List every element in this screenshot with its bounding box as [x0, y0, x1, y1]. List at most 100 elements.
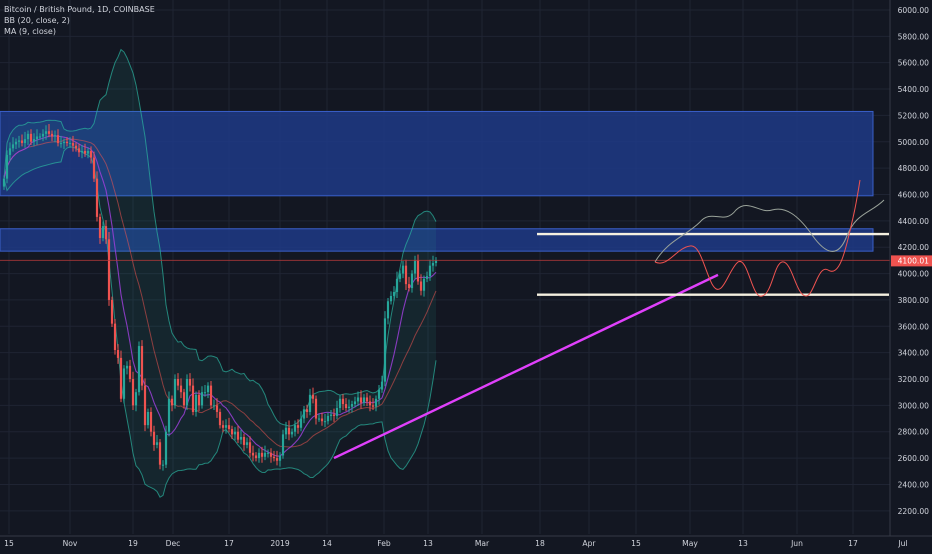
candle-body: [410, 273, 414, 289]
candle: [293, 420, 297, 437]
candle-body: [335, 408, 339, 416]
candle-body: [287, 427, 291, 435]
candle-body: [404, 265, 408, 285]
candle: [185, 374, 189, 410]
price-tick-label: 5600.00: [898, 59, 930, 68]
candle: [203, 384, 207, 397]
candle-body: [98, 216, 102, 238]
candle-body: [368, 401, 372, 406]
candle: [194, 391, 198, 417]
candle-body: [356, 397, 360, 402]
candle: [149, 407, 153, 437]
candle-body: [143, 385, 147, 426]
candle: [419, 274, 423, 296]
candle-body: [68, 143, 72, 145]
candle: [44, 125, 48, 140]
candle-body: [257, 452, 261, 459]
candle: [14, 138, 18, 150]
candle: [101, 221, 105, 242]
candle: [83, 143, 87, 157]
candle-body: [89, 150, 93, 158]
candle-body: [107, 239, 111, 300]
time-tick-label: 13: [423, 539, 433, 548]
candle: [125, 361, 129, 375]
candle: [89, 146, 93, 164]
time-tick-label: 14: [322, 539, 332, 548]
candle: [26, 130, 30, 146]
candle-body: [8, 148, 12, 155]
candle: [260, 446, 264, 463]
candle-body: [434, 260, 438, 264]
bb-upper: [3, 48, 437, 427]
candle: [374, 395, 378, 412]
candle: [245, 437, 249, 449]
candle: [242, 433, 246, 451]
candle-body: [371, 405, 375, 407]
time-tick-label: Jun: [790, 539, 803, 548]
candle: [131, 371, 135, 410]
price-tick-label: 5200.00: [898, 111, 930, 120]
candle-body: [215, 405, 219, 412]
candle: [38, 133, 42, 140]
time-tick-label: Dec: [166, 539, 181, 548]
candle-body: [200, 392, 204, 406]
candle: [395, 271, 399, 298]
candle-body: [185, 379, 189, 406]
candle: [401, 261, 405, 279]
candle-body: [275, 458, 279, 461]
candle-body: [140, 346, 144, 386]
candle-body: [125, 365, 129, 369]
candle: [278, 452, 282, 467]
candle: [35, 129, 39, 146]
candle: [359, 390, 363, 409]
candle: [434, 257, 438, 267]
candle-body: [113, 323, 117, 351]
projection-paths: [654, 179, 885, 297]
candle-body: [338, 398, 342, 409]
time-tick-label: 15: [4, 539, 14, 548]
legend-ma: MA (9, close): [4, 27, 56, 36]
candle: [17, 135, 21, 148]
candle: [32, 133, 36, 147]
candle-body: [269, 452, 273, 457]
candle-body: [5, 154, 9, 179]
candle: [239, 429, 243, 445]
candle-body: [392, 292, 396, 296]
legend-symbol: Bitcoin / British Pound, 1D, COINBASE: [4, 5, 155, 14]
price-tick-label: 4200.00: [898, 243, 930, 252]
candle-body: [2, 178, 6, 187]
time-tick-label: Mar: [475, 539, 490, 548]
candle-body: [62, 141, 66, 144]
candle-body: [194, 394, 198, 412]
candle: [284, 421, 288, 439]
candle-body: [20, 140, 24, 144]
candle-body: [296, 425, 300, 428]
price-tick-label: 3400.00: [898, 349, 930, 358]
candle: [254, 452, 258, 462]
candle: [200, 386, 204, 409]
candle: [71, 135, 75, 152]
time-tick-label: 13: [738, 539, 748, 548]
candle: [416, 254, 420, 285]
price-tick-label: 5800.00: [898, 32, 930, 41]
resistance-zone: [0, 110, 874, 197]
candle: [224, 419, 228, 434]
candle: [161, 460, 165, 471]
candle: [119, 350, 123, 403]
price-tick-label: 3600.00: [898, 322, 930, 331]
candle: [269, 448, 273, 463]
candle: [380, 375, 384, 393]
price-axis: 6000.00 5800.00 5600.00 5400.00 5200.00 5000.…: [889, 0, 932, 550]
candle: [221, 420, 225, 433]
candle-body: [266, 452, 270, 454]
candle-body: [389, 295, 393, 302]
candle: [257, 448, 261, 463]
candle-body: [272, 456, 276, 459]
candle-body: [305, 409, 309, 412]
candle-body: [38, 136, 42, 138]
candle: [143, 378, 147, 432]
candle-body: [341, 398, 345, 405]
candle: [320, 412, 324, 426]
